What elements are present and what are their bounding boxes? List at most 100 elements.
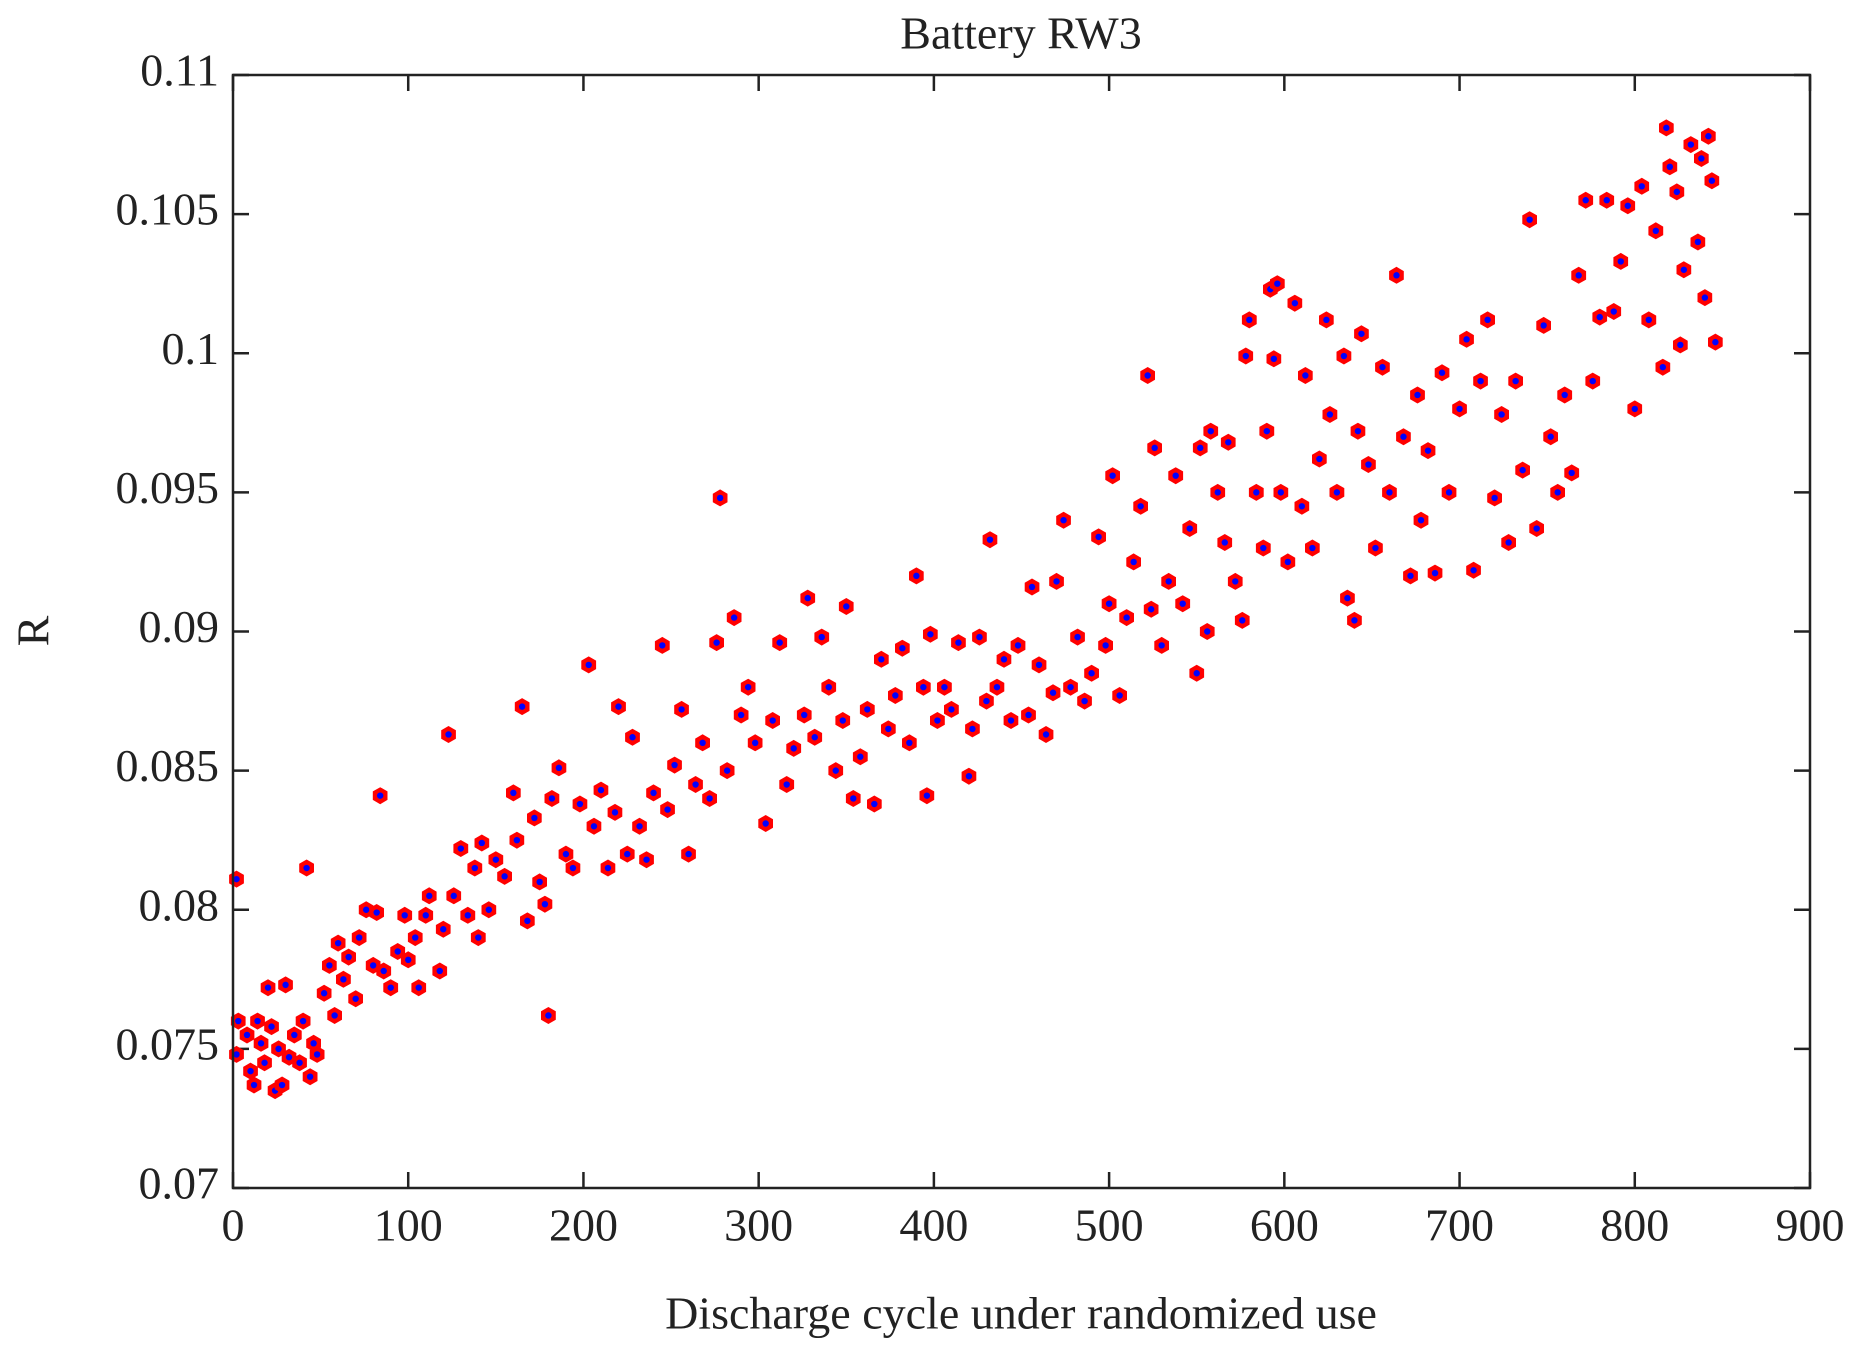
point-face bbox=[485, 906, 493, 913]
point bbox=[1312, 450, 1327, 468]
point-face bbox=[1028, 583, 1036, 591]
point-face bbox=[334, 939, 342, 947]
point-face bbox=[1568, 469, 1575, 477]
point bbox=[481, 901, 497, 919]
point bbox=[246, 1076, 262, 1094]
point bbox=[586, 817, 602, 835]
point bbox=[1056, 511, 1071, 529]
point bbox=[1305, 539, 1320, 557]
point bbox=[1340, 589, 1355, 607]
point-face bbox=[1705, 133, 1712, 140]
point-face bbox=[1074, 633, 1081, 641]
point-face bbox=[1638, 183, 1645, 190]
point bbox=[1487, 489, 1502, 507]
point-face bbox=[1147, 606, 1155, 613]
point bbox=[1119, 609, 1134, 627]
point bbox=[435, 920, 451, 938]
point bbox=[1101, 595, 1117, 613]
point-face bbox=[306, 1073, 314, 1080]
point bbox=[619, 845, 635, 863]
point bbox=[1140, 367, 1155, 384]
point-face bbox=[1042, 731, 1050, 738]
point bbox=[407, 929, 423, 947]
point bbox=[322, 956, 337, 974]
point-face bbox=[1053, 578, 1060, 585]
point-face bbox=[1393, 272, 1400, 279]
point bbox=[1673, 336, 1688, 354]
point bbox=[1466, 561, 1481, 579]
point-face bbox=[1477, 377, 1484, 385]
point-face bbox=[1547, 433, 1554, 440]
point-face bbox=[541, 900, 549, 908]
point-face bbox=[713, 639, 720, 646]
point bbox=[695, 734, 710, 752]
point bbox=[1143, 600, 1159, 618]
point bbox=[537, 895, 553, 913]
point-face bbox=[285, 1054, 293, 1061]
point bbox=[930, 712, 945, 729]
point bbox=[786, 739, 802, 757]
point bbox=[418, 906, 434, 924]
point-face bbox=[636, 823, 643, 830]
point-face bbox=[387, 984, 394, 991]
point-face bbox=[576, 800, 584, 808]
point-face bbox=[1165, 578, 1172, 585]
point bbox=[299, 859, 314, 877]
point-face bbox=[892, 692, 899, 699]
point-face bbox=[369, 962, 377, 969]
y-tick-label: 0.105 bbox=[116, 184, 220, 235]
point bbox=[1697, 289, 1713, 307]
point-face bbox=[1505, 539, 1512, 546]
point-face bbox=[1445, 489, 1453, 496]
point-face bbox=[1130, 558, 1137, 566]
point-face bbox=[611, 809, 619, 816]
point bbox=[807, 728, 823, 746]
point-face bbox=[941, 683, 948, 691]
x-tick-label: 0 bbox=[222, 1200, 245, 1251]
point-face bbox=[275, 1045, 282, 1053]
point-face bbox=[1498, 411, 1505, 418]
point-face bbox=[492, 856, 500, 863]
point-face bbox=[1309, 544, 1316, 552]
point-face bbox=[1025, 711, 1032, 719]
point-face bbox=[457, 845, 464, 852]
y-tick-label: 0.07 bbox=[139, 1158, 220, 1209]
point bbox=[772, 634, 788, 652]
point-face bbox=[1575, 272, 1582, 279]
point-face bbox=[1610, 308, 1617, 315]
point bbox=[1280, 553, 1296, 571]
point bbox=[1259, 422, 1275, 440]
point-face bbox=[871, 800, 878, 808]
point bbox=[1189, 664, 1205, 682]
point-face bbox=[1333, 489, 1341, 496]
point-face bbox=[1663, 124, 1670, 132]
point bbox=[1098, 636, 1113, 654]
point bbox=[1627, 400, 1643, 418]
y-tick-label: 0.1 bbox=[162, 323, 220, 374]
point bbox=[845, 790, 861, 807]
point-face bbox=[737, 711, 745, 719]
point-face bbox=[1659, 363, 1667, 371]
point bbox=[383, 979, 399, 997]
point-face bbox=[310, 1040, 317, 1047]
point bbox=[1266, 350, 1282, 368]
point-face bbox=[1414, 391, 1421, 399]
point bbox=[674, 700, 689, 718]
point bbox=[532, 873, 547, 891]
point-face bbox=[1491, 494, 1498, 502]
point-face bbox=[1519, 466, 1526, 474]
point bbox=[1515, 461, 1530, 479]
point-face bbox=[1137, 503, 1144, 510]
point-face bbox=[233, 875, 240, 883]
point bbox=[1105, 467, 1120, 485]
point bbox=[1182, 520, 1198, 537]
point-face bbox=[913, 572, 920, 580]
point bbox=[1210, 483, 1226, 501]
point bbox=[916, 678, 931, 696]
point-face bbox=[555, 764, 563, 772]
point-face bbox=[1652, 227, 1660, 235]
point bbox=[1350, 422, 1366, 440]
point bbox=[541, 1007, 556, 1024]
point bbox=[1427, 564, 1443, 582]
point-face bbox=[643, 856, 650, 863]
